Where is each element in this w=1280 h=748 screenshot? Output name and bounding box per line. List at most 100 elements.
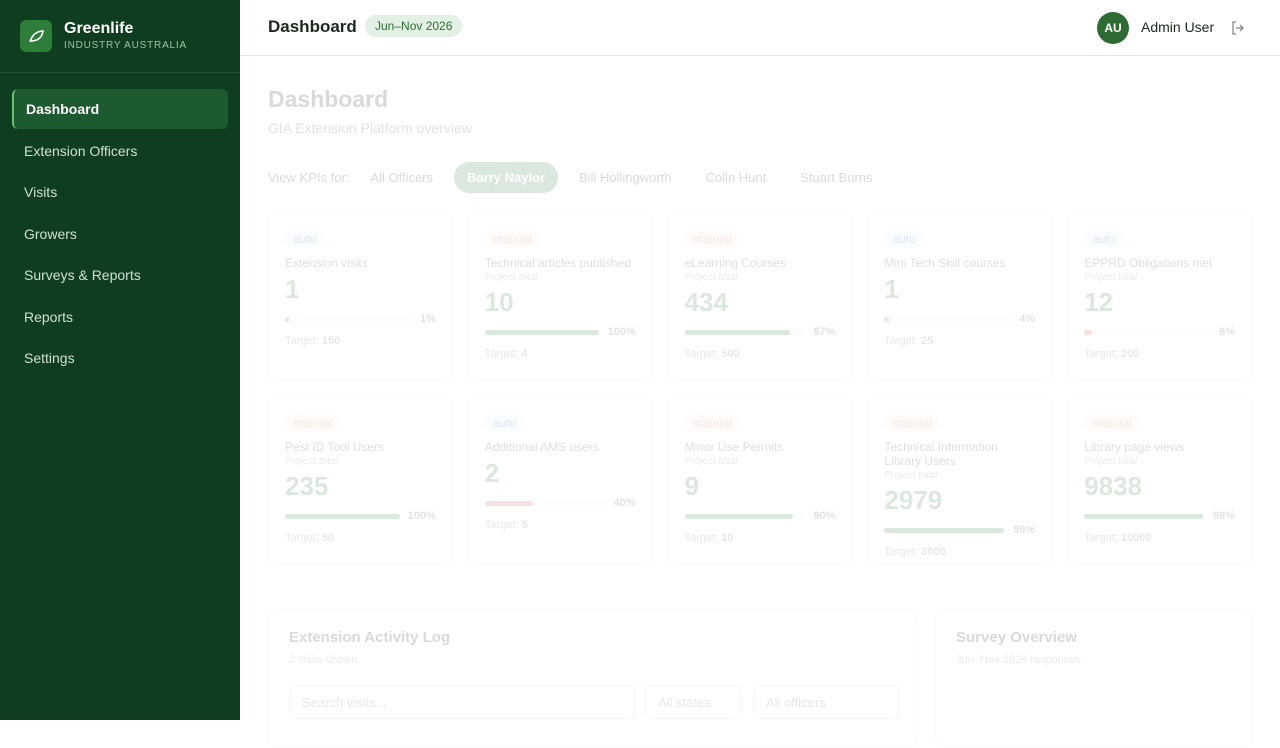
target-value: 50 bbox=[321, 532, 334, 544]
target-value: 10 bbox=[721, 532, 734, 544]
activity-panel: Extension Activity Log 2 visits shown Se… bbox=[268, 608, 918, 748]
page-subtitle: GIA Extension Platform overview bbox=[268, 120, 472, 136]
kpi-card: auto Extension visits 1 1% Target: 150 bbox=[268, 212, 453, 380]
kpi-note: Project total bbox=[684, 456, 738, 467]
filter-option[interactable]: Barry Naylor bbox=[454, 162, 559, 193]
progress-fill bbox=[484, 329, 600, 335]
survey-title: Survey Overview bbox=[956, 629, 1077, 646]
officer-select[interactable]: All officers bbox=[753, 685, 899, 719]
kpi-note: Project total bbox=[285, 456, 338, 467]
progress-label: 99% bbox=[1013, 524, 1036, 536]
filter-option[interactable]: All Officers bbox=[370, 170, 434, 185]
nav-item[interactable]: Reports bbox=[24, 308, 74, 325]
progress-row: 100% bbox=[484, 326, 636, 338]
activity-subtitle: 2 visits shown bbox=[289, 654, 358, 666]
kpi-tag: auto bbox=[884, 230, 924, 248]
progress-track bbox=[684, 513, 806, 519]
kpi-value: 235 bbox=[285, 471, 329, 501]
target-value: 150 bbox=[321, 335, 341, 347]
kpi-tag: auto bbox=[1084, 230, 1124, 248]
state-select[interactable]: All states bbox=[645, 685, 741, 719]
progress-row: 87% bbox=[684, 326, 835, 338]
header: Dashboard Jun–Nov 2026 AU Admin User bbox=[240, 0, 1280, 56]
avatar[interactable]: AU bbox=[1097, 12, 1129, 44]
kpi-value: 10 bbox=[484, 287, 514, 317]
progress-fill bbox=[1084, 513, 1203, 519]
kpi-name: Library page views bbox=[1084, 440, 1185, 454]
brand-subtitle: INDUSTRY AUSTRALIA bbox=[64, 40, 187, 51]
progress-row: 90% bbox=[684, 510, 835, 522]
kpi-card: manual eLearning Courses Project total 434 8… bbox=[667, 212, 853, 380]
target-value: 5 bbox=[521, 519, 528, 531]
kpi-target: Target: 25 bbox=[884, 335, 1035, 347]
brand: Greenlife bbox=[64, 20, 134, 37]
kpi-tag: auto bbox=[285, 230, 325, 248]
filter-option[interactable]: Colin Hunt bbox=[705, 170, 767, 185]
kpi-value: 9 bbox=[684, 471, 700, 501]
header-title: Dashboard bbox=[268, 17, 357, 36]
target-label: Target: bbox=[884, 335, 919, 347]
kpi-value: 434 bbox=[684, 287, 728, 317]
kpi-target: Target: 500 bbox=[685, 348, 836, 360]
kpi-tag: manual bbox=[684, 230, 740, 248]
progress-fill bbox=[684, 513, 794, 519]
progress-row: 40% bbox=[484, 497, 636, 509]
progress-track bbox=[484, 329, 600, 335]
filter-option[interactable]: Stuart Burns bbox=[800, 170, 873, 185]
progress-track bbox=[285, 513, 400, 519]
kpi-name: Technical Information Library Users bbox=[884, 440, 998, 468]
target-value: 3000 bbox=[921, 546, 946, 558]
target-value: 200 bbox=[1120, 348, 1140, 360]
kpi-target: Target: 3000 bbox=[884, 546, 1035, 558]
progress-label: 98% bbox=[1212, 510, 1235, 522]
nav-item[interactable]: Visits bbox=[24, 184, 58, 200]
page-title: Dashboard bbox=[268, 86, 389, 112]
kpi-card: manual Technical articles published Projec… bbox=[467, 212, 653, 380]
nav-item[interactable]: Settings bbox=[24, 350, 75, 366]
progress-fill bbox=[285, 316, 289, 322]
progress-label: 1% bbox=[419, 313, 436, 325]
progress-label: 40% bbox=[613, 497, 636, 509]
kpi-target: Target: 4 bbox=[485, 348, 636, 360]
progress-fill bbox=[884, 527, 1004, 533]
nav-item[interactable]: Surveys & Reports bbox=[24, 267, 141, 283]
divider bbox=[0, 72, 240, 73]
progress-track bbox=[684, 329, 806, 335]
search-input[interactable]: Search visits... bbox=[289, 685, 635, 719]
kpi-target: Target: 50 bbox=[285, 532, 436, 544]
progress-fill bbox=[484, 500, 534, 506]
progress-label: 100% bbox=[607, 326, 636, 338]
target-value: 10000 bbox=[1120, 532, 1152, 544]
progress-track bbox=[484, 500, 606, 506]
kpi-card: auto Additional AMS users 2 40% Target: 5 bbox=[467, 396, 653, 564]
kpi-card: manual Pest ID Tool Users Project total 235… bbox=[268, 396, 453, 564]
nav-item[interactable]: Dashboard bbox=[12, 89, 228, 129]
progress-row: 4% bbox=[884, 313, 1035, 325]
kpi-value: 1 bbox=[285, 274, 300, 304]
target-value: 4 bbox=[521, 348, 528, 360]
kpi-note: Project total bbox=[884, 470, 938, 481]
nav-item[interactable]: Growers bbox=[24, 225, 77, 242]
kpi-note: Project total bbox=[484, 272, 538, 283]
user-name[interactable]: Admin User bbox=[1141, 19, 1215, 35]
kpi-tag: manual bbox=[1084, 414, 1140, 432]
kpi-tag: auto bbox=[484, 414, 525, 432]
logout-icon[interactable] bbox=[1230, 20, 1246, 36]
kpi-name: Additional AMS users bbox=[484, 440, 599, 454]
target-value: 25 bbox=[921, 335, 934, 347]
progress-label: 100% bbox=[407, 510, 436, 522]
kpi-tag: manual bbox=[884, 414, 940, 432]
kpi-grid: auto Extension visits 1 1% Target: 150 manual… bbox=[268, 212, 1252, 564]
target-label: Target: bbox=[285, 335, 319, 347]
kpi-target: Target: 5 bbox=[485, 519, 636, 531]
target-label: Target: bbox=[1084, 348, 1118, 360]
logo-icon bbox=[29, 30, 44, 43]
kpi-value: 9838 bbox=[1084, 471, 1143, 501]
target-label: Target: bbox=[1084, 532, 1118, 544]
filter-option[interactable]: Bill Hollingworth bbox=[579, 170, 672, 185]
target-label: Target: bbox=[684, 532, 719, 544]
kpi-name: EPPRD Obligations met bbox=[1084, 256, 1213, 270]
kpi-name: Pest ID Tool Users bbox=[285, 440, 385, 454]
nav-item[interactable]: Extension Officers bbox=[24, 142, 138, 159]
kpi-card: auto EPPRD Obligations met Project total 12… bbox=[1067, 212, 1252, 380]
